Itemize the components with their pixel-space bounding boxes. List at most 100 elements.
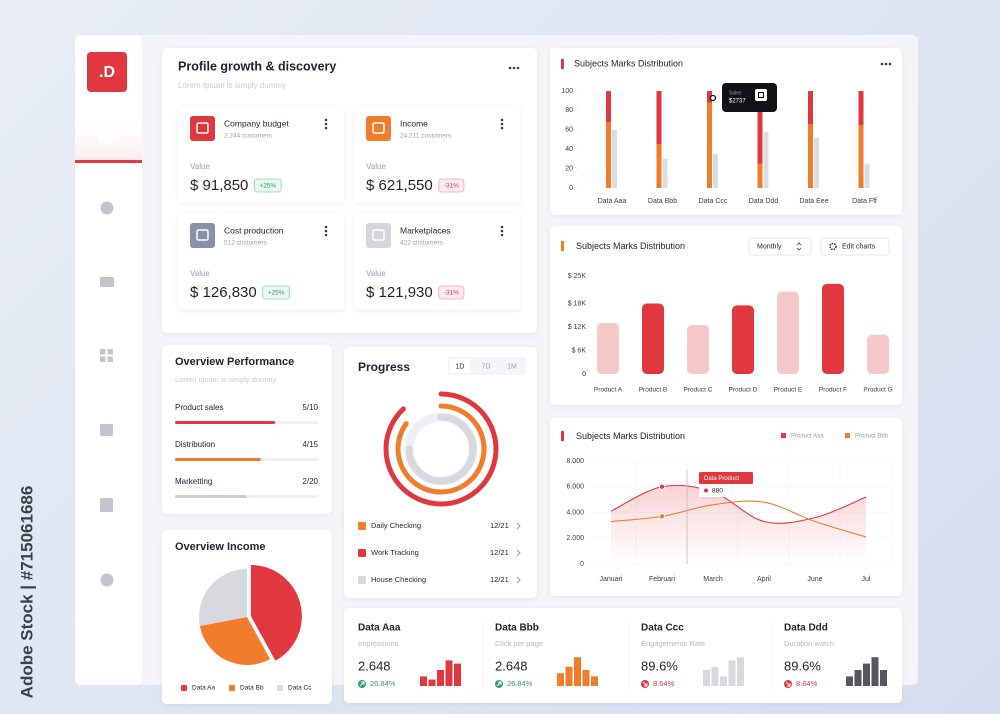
x-tick-label: Data Ccc	[699, 198, 728, 205]
x-tick-label: Product G	[863, 387, 892, 394]
tab[interactable]: 1D	[456, 363, 465, 370]
stat-name: Income	[400, 118, 428, 128]
nav-home[interactable]	[99, 132, 113, 143]
stat-icon-glyph	[372, 122, 385, 134]
item-label: 12/21	[490, 575, 509, 584]
legend-label: Product Aaa	[791, 434, 824, 440]
mini-bar	[591, 676, 598, 686]
stat-customers: 422 customers	[400, 240, 443, 247]
dropdown[interactable]	[748, 237, 812, 256]
y-tick-label: 0	[580, 561, 584, 568]
nav-icons	[99, 132, 114, 587]
nav-app-c	[100, 356, 106, 362]
tooltip-title: Sales	[729, 90, 742, 96]
bar	[822, 283, 844, 374]
bar	[864, 163, 870, 188]
menu-dot	[324, 122, 328, 126]
x-tick-label: Data Bbb	[648, 198, 677, 205]
stat-icon-glyph	[372, 229, 385, 241]
menu-dot	[884, 62, 888, 66]
mini-bar	[863, 663, 870, 686]
performance-name: Product sales	[175, 403, 223, 412]
legend-label: Data Cc	[288, 685, 312, 692]
line	[610, 484, 867, 524]
item-label: 12/21	[490, 521, 509, 530]
item-swatch	[358, 576, 366, 584]
stat-icon-glyph	[196, 122, 209, 134]
stat-icon	[366, 116, 391, 141]
pie-slice	[250, 565, 302, 661]
stat-value-title: Value	[366, 162, 386, 171]
logo: .D	[99, 64, 115, 81]
bar	[763, 131, 769, 188]
ring-arc	[383, 391, 499, 507]
change-label: -31%	[444, 183, 459, 190]
legend-swatch	[781, 433, 786, 438]
stat-amount: $ 91,850	[190, 177, 248, 194]
point	[659, 483, 666, 490]
change-badge	[438, 285, 465, 300]
gear-icon	[829, 242, 837, 251]
chevron	[516, 549, 521, 557]
x-tick-label: Februari	[649, 576, 676, 583]
tab[interactable]: 1M	[507, 363, 517, 370]
nav-flash[interactable]	[100, 201, 114, 215]
tooltip-head	[699, 472, 753, 484]
bar	[777, 291, 799, 374]
logo-box[interactable]	[87, 52, 127, 92]
x-tick-label: Product B	[639, 387, 668, 394]
legend-swatch	[229, 685, 235, 691]
chart1-card	[550, 48, 902, 215]
profile-subtitle: Lorem Ipsum is simply dummy	[178, 81, 286, 90]
tab-active	[450, 359, 470, 373]
stat-value: 89.6%	[641, 658, 678, 673]
x-tick-label: March	[703, 576, 723, 583]
menu-dot	[324, 233, 328, 237]
edit-button[interactable]	[820, 237, 890, 256]
y-tick-label: $ 25K	[568, 273, 587, 280]
menu-dot	[500, 225, 504, 229]
y-tick-label: 100	[561, 88, 573, 95]
x-tick-label: Product F	[819, 387, 847, 394]
stat-customers: 2,244 customers	[224, 133, 273, 140]
bar	[642, 303, 664, 374]
tooltip-icon	[755, 89, 767, 101]
mini-bar	[703, 670, 710, 686]
mini-bar	[854, 670, 862, 686]
stat-customers: 24,211 customers	[400, 133, 452, 140]
performance-label: 2/20	[302, 477, 318, 486]
title-marker	[561, 59, 564, 69]
stat-customers: 512 customers	[224, 240, 267, 247]
bar	[687, 325, 709, 374]
tooltip-icon-glyph	[758, 92, 764, 98]
bar	[612, 129, 617, 188]
y-tick-label: 40	[565, 146, 573, 153]
stat-value: 2.648	[495, 658, 528, 673]
menu-dot	[500, 122, 504, 126]
bar-segment	[656, 144, 662, 188]
mini-bar	[728, 660, 736, 686]
bar	[713, 154, 718, 188]
stat-card	[354, 107, 520, 203]
item-swatch	[358, 549, 366, 557]
edit-button-label: Edit charts	[842, 243, 876, 250]
legend-label: Data Bb	[240, 685, 264, 692]
nav-inbox[interactable]	[100, 424, 113, 436]
mini-bar	[711, 666, 719, 686]
stat-change: 26.84%	[370, 679, 396, 688]
stat-card	[178, 107, 344, 203]
nav-apps[interactable]	[100, 349, 113, 362]
y-tick-label: 4.000	[566, 509, 584, 516]
dropdown-label: Monthly	[757, 243, 782, 250]
chart1-title: Subjects Marks Distribution	[574, 58, 683, 68]
x-tick-label: Data Aaa	[598, 198, 627, 205]
nav-card[interactable]	[100, 277, 114, 287]
nav-theme[interactable]	[100, 573, 114, 587]
stat-icon	[190, 116, 215, 141]
legend-label: Product Bbb	[855, 434, 889, 440]
stat-value-title: Value	[366, 269, 386, 278]
nav-contacts[interactable]	[100, 498, 113, 512]
tab[interactable]: 7D	[482, 363, 491, 370]
tooltip-value: $2737	[729, 99, 746, 105]
mini-bar	[582, 670, 590, 686]
